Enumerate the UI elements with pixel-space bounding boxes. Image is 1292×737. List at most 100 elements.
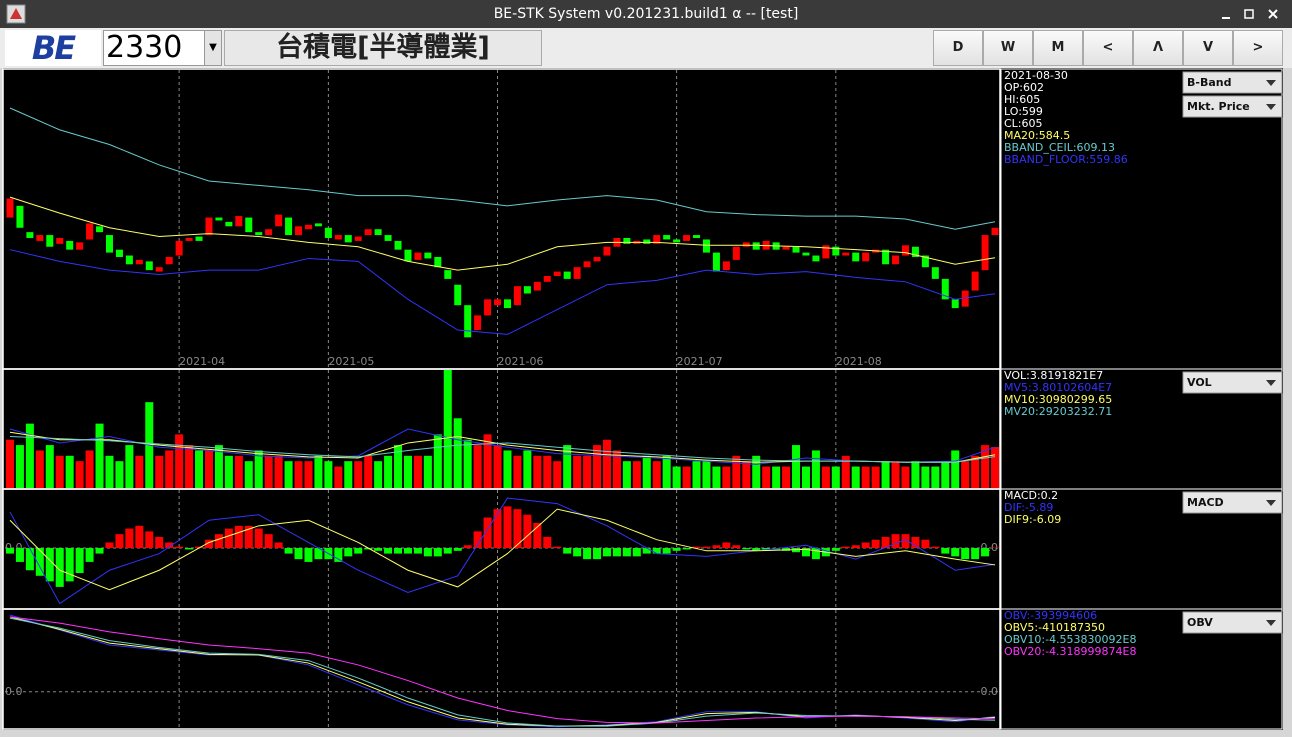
volume-bar (593, 445, 602, 488)
macd-bar (543, 536, 552, 549)
macd-bar (951, 548, 960, 557)
volume-bar (234, 455, 243, 488)
macd-bar (553, 546, 562, 549)
candle-body (285, 217, 293, 236)
indicator-line (9, 107, 996, 230)
candle-body (46, 235, 54, 247)
volume-bar (742, 461, 751, 488)
candle-body (185, 237, 193, 241)
macd-bar (602, 548, 611, 557)
volume-bar (732, 455, 741, 488)
macd-bar (732, 545, 741, 549)
selector-arrow[interactable] (1266, 500, 1276, 506)
macd-bar (364, 548, 373, 550)
selector-box[interactable] (1182, 611, 1283, 634)
volume-bar (155, 455, 164, 488)
candle-body (623, 237, 631, 244)
volume-bar (612, 450, 621, 488)
toolbar-button[interactable]: M (1033, 30, 1083, 66)
selector-label[interactable]: VOL (1187, 376, 1212, 389)
charts: 2021-04 2021-05 2021-06 2021-07 2021-08 2021-… (0, 68, 1292, 737)
volume-bar (722, 466, 731, 488)
selector-label[interactable]: OBV (1187, 616, 1213, 629)
candle-body (324, 227, 332, 238)
info-text: DIF:-5.89 (1004, 501, 1053, 514)
candle-body (931, 267, 939, 279)
candle-body (673, 239, 681, 243)
selector-box[interactable] (1182, 71, 1283, 94)
macd-bar (473, 531, 482, 549)
dropdown-button[interactable]: ▼ (204, 30, 222, 66)
window-controls[interactable] (1218, 6, 1284, 22)
toolbar-button[interactable]: V (1183, 30, 1233, 66)
macd-bar (453, 548, 462, 551)
volume-bar (871, 466, 880, 488)
selector-label[interactable]: B-Band (1187, 76, 1231, 89)
volume-bar (374, 461, 383, 488)
toolbar-button[interactable]: < (1083, 30, 1133, 66)
toolbar-button[interactable]: W (983, 30, 1033, 66)
macd-bar (801, 548, 810, 557)
candle-body (563, 271, 571, 279)
candle-body (304, 224, 312, 230)
macd-bar (632, 548, 641, 557)
toolbar-button[interactable]: > (1233, 30, 1283, 66)
volume-bar (841, 455, 850, 488)
volume-bar (622, 461, 631, 488)
macd-bar (921, 539, 930, 549)
volume-bar (5, 439, 14, 488)
macd-bar (682, 548, 691, 550)
selector-label[interactable]: Mkt. Price (1187, 100, 1250, 113)
macd-bar (65, 548, 74, 582)
candle-body (683, 235, 691, 241)
macd-bar (722, 542, 731, 549)
volume-bar (682, 466, 691, 488)
volume-bar (503, 450, 512, 488)
volume-bar (961, 461, 970, 488)
macd-bar (105, 542, 114, 549)
toolbar-button[interactable]: D (933, 30, 983, 66)
candle-body (295, 226, 303, 236)
stock-code-field[interactable]: 2330 (103, 30, 207, 66)
toolbar-button[interactable]: Λ (1133, 30, 1183, 66)
candle-body (145, 261, 153, 271)
volume-bar (394, 445, 403, 488)
candle-body (802, 252, 810, 256)
selector-arrow[interactable] (1266, 380, 1276, 386)
selector-arrow[interactable] (1266, 104, 1276, 110)
volume-bar (811, 450, 820, 488)
macd-bar (294, 548, 303, 560)
macd-bar (394, 548, 403, 554)
selector-box[interactable] (1182, 95, 1283, 118)
volume-bar (195, 450, 204, 488)
selector-arrow[interactable] (1266, 620, 1276, 626)
volume-bar (443, 370, 452, 488)
info-text: MA20:584.5 (1004, 129, 1070, 142)
candle-body (742, 242, 750, 247)
candle-body (653, 235, 661, 244)
volume-bar (941, 461, 950, 488)
macd-bar (244, 525, 253, 549)
macd-bar (254, 528, 263, 549)
selector-box[interactable] (1182, 371, 1283, 394)
volume-bar (533, 455, 542, 488)
volume-bar (65, 455, 74, 488)
candle-body (951, 299, 959, 309)
info-text: VOL:3.8191821E7 (1004, 369, 1103, 382)
selector-arrow[interactable] (1266, 80, 1276, 86)
macd-bar (284, 548, 293, 554)
volume-bar (244, 461, 253, 488)
volume-bar (573, 455, 582, 488)
candle-body (503, 299, 511, 309)
macd-bar (413, 548, 422, 554)
candle-body (573, 267, 581, 279)
volume-bar (384, 455, 393, 488)
volume-bar (483, 434, 492, 488)
indicator-line (9, 508, 996, 591)
info-text: 2021-08-30 (1004, 69, 1068, 82)
selector-box[interactable] (1182, 491, 1283, 514)
selector-label[interactable]: MACD (1187, 496, 1224, 509)
info-border (1000, 608, 1283, 730)
volume-bar (135, 455, 144, 488)
candle-body (56, 237, 64, 244)
